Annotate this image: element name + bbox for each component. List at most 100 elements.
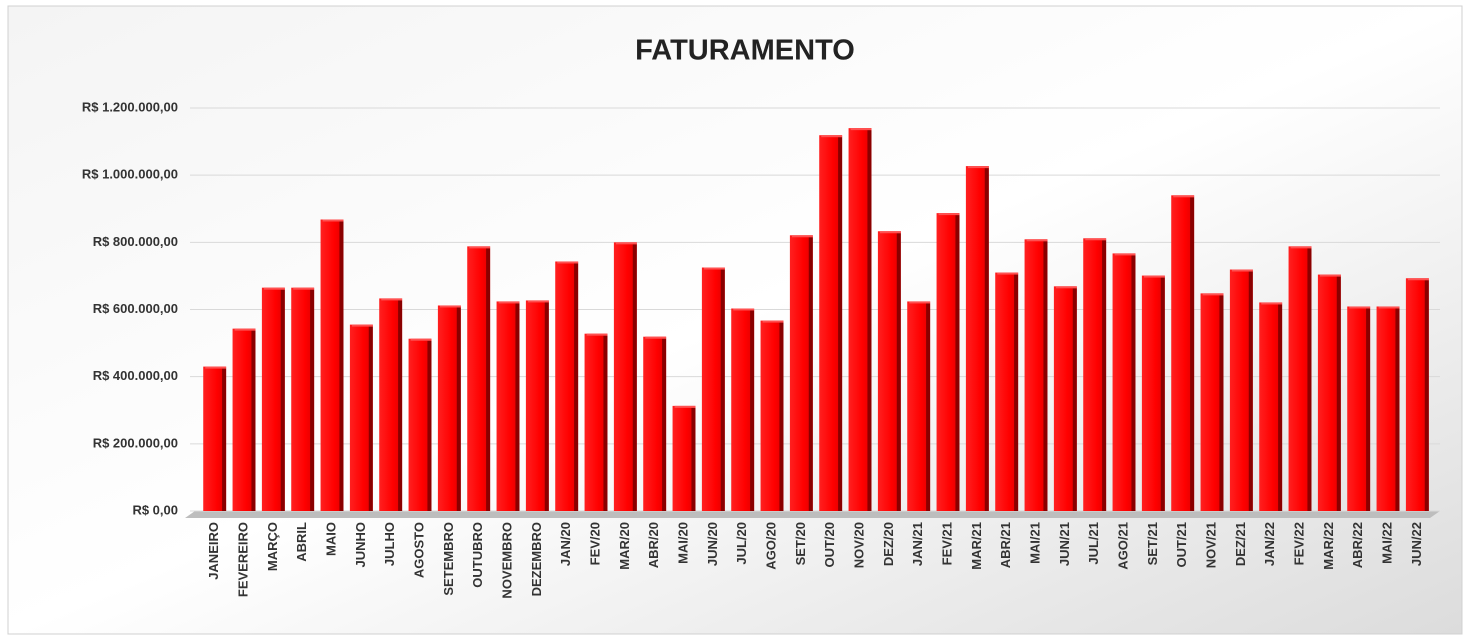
bar-side [838,137,843,511]
bar-side [1278,304,1283,511]
x-tick-label: MAI/20 [675,522,690,564]
bar-side [251,330,256,511]
bar-top [469,246,491,249]
bar-top [1143,275,1165,278]
bar-top [791,235,813,238]
bar [584,333,608,511]
bar [291,287,315,511]
bar [789,235,813,512]
x-tick-label: FEV/21 [939,522,954,565]
bar [320,219,344,511]
bar-top [1026,239,1048,242]
bar-top [733,308,755,311]
bar-side [398,300,403,511]
x-tick-label: JUN/21 [1057,522,1072,566]
bar-top [938,213,960,216]
bar-side [1160,277,1165,511]
bar-top [674,405,696,408]
bar-top [879,231,901,234]
x-tick-label: JULHO [382,522,397,566]
bar-top [615,242,637,245]
bar-side [339,221,344,511]
bar-side [955,215,960,511]
bar-top [351,324,373,327]
bar [1141,275,1165,511]
bar-top [410,338,432,341]
x-tick-label: JUL/21 [1086,522,1101,565]
x-tick-label: NOVEMBRO [499,522,514,599]
bar [936,213,960,511]
bar-side [486,248,491,511]
x-tick-label: NOV/20 [851,522,866,568]
bar-side [896,233,901,511]
x-tick-label: AGO/20 [763,522,778,570]
bar [1083,238,1107,511]
x-tick-label: AGO/21 [1115,522,1130,570]
y-tick-label: R$ 200.000,00 [93,435,178,450]
bar-top [527,300,549,303]
x-tick-label: SET/21 [1145,522,1160,565]
bar-top [263,287,285,290]
bar-side [222,368,227,511]
bar-side [779,322,784,511]
bar [1053,286,1077,511]
x-tick-label: ABRIL [294,522,309,562]
x-tick-label: NOV/21 [1203,522,1218,568]
bar-top [1407,278,1429,281]
x-tick-label: DEZEMBRO [529,522,544,596]
x-tick-label: SETEMBRO [441,522,456,596]
bar [408,338,432,511]
y-tick-label: R$ 400.000,00 [93,368,178,383]
bar-top [1202,293,1224,296]
bar-top [1349,306,1371,309]
bar [1405,278,1429,511]
bar [437,305,461,511]
bar-top [293,287,315,290]
x-tick-label: MAR/21 [969,522,984,570]
x-tick-label: ABR/21 [998,522,1013,568]
bar [760,320,784,511]
bar-side [720,269,725,511]
bar [467,246,491,511]
bar [1229,269,1253,511]
x-tick-label: AGOSTO [411,522,426,578]
bar-side [1072,288,1077,511]
bar [1024,239,1048,511]
bar-top [586,333,608,336]
bar-top [997,272,1019,275]
bar [555,261,579,511]
bar [907,301,931,511]
bar [672,405,696,511]
x-tick-label: JUNHO [353,522,368,568]
bar-side [603,335,608,511]
bar [701,267,725,511]
x-tick-label: DEZ/21 [1233,522,1248,566]
x-tick-label: JUN/20 [705,522,720,566]
x-tick-label: ABR/20 [646,522,661,568]
x-tick-label: JUN/22 [1409,522,1424,566]
x-tick-label: DEZ/20 [881,522,896,566]
x-tick-label: OUT/21 [1174,522,1189,568]
y-tick-label: R$ 800.000,00 [93,234,178,249]
bar [232,328,256,511]
bar [819,135,843,511]
x-tick-label: OUTUBRO [470,522,485,588]
bar-top [1378,306,1400,309]
bar [496,301,520,511]
bar-top [557,261,579,264]
bar-side [984,168,989,511]
bar-side [1424,280,1429,511]
bar [613,242,637,512]
bar [731,308,755,511]
bar-side [1307,248,1312,511]
bar-top [762,320,784,323]
bar-top [1114,253,1136,256]
x-tick-label: MAR/20 [617,522,632,570]
x-tick-label: MARÇO [265,522,280,571]
bar-side [515,303,520,511]
bar-top [234,328,256,331]
bar-top [1173,195,1195,198]
bar-top [439,305,461,308]
bar [261,287,285,511]
x-tick-label: ABR/22 [1350,522,1365,568]
